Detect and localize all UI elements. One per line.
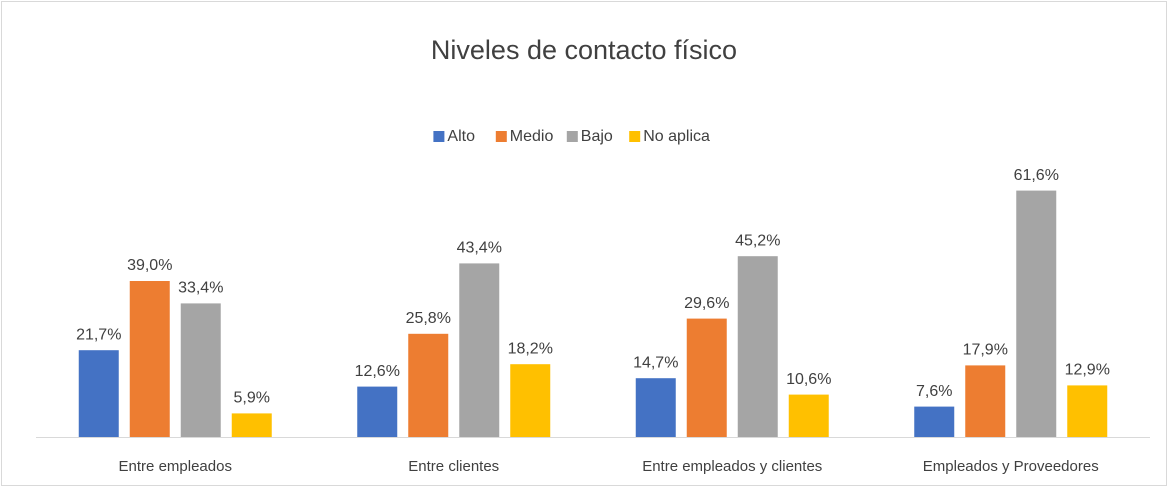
x-tick-label: Entre clientes [408,458,499,475]
bar [78,350,119,437]
bar [459,263,500,437]
data-label: 12,6% [355,363,400,380]
x-tick-label: Empleados y Proveedores [923,458,1099,475]
data-label: 39,0% [127,257,172,274]
x-tick-label: Entre empleados y clientes [642,458,822,475]
x-tick-label: Entre empleados [119,458,232,475]
bar [635,378,676,437]
data-label: 10,6% [786,371,831,388]
data-label: 17,9% [963,342,1008,359]
bar [408,333,449,437]
data-label: 25,8% [406,310,451,327]
legend-label: Medio [510,128,554,145]
bar [231,413,272,437]
data-label: 61,6% [1014,167,1059,184]
legend-swatch [495,131,507,142]
data-label: 45,2% [735,232,780,249]
bar [1016,190,1057,437]
bar [914,406,955,437]
bar [357,386,398,437]
bar [965,365,1006,437]
legend-label: Alto [447,128,475,145]
data-label: 12,9% [1065,362,1110,379]
bar [180,303,221,437]
bar [737,256,778,437]
legend-label: No aplica [643,128,710,145]
chart-title: Niveles de contacto físico [431,35,737,65]
data-label: 7,6% [916,383,952,400]
data-label: 43,4% [457,240,502,257]
data-label: 21,7% [76,326,121,343]
legend-label: Bajo [581,128,613,145]
data-label: 33,4% [178,280,223,297]
bar [129,281,170,437]
legend-swatch [629,131,641,142]
data-label: 14,7% [633,354,678,371]
data-label: 29,6% [684,295,729,312]
legend-swatch [433,131,445,142]
bar [510,364,551,437]
bar [686,318,727,437]
bar [788,394,829,437]
data-label: 5,9% [234,390,270,407]
bar [1067,385,1108,437]
data-label: 18,2% [508,340,553,357]
legend-swatch [566,131,578,142]
